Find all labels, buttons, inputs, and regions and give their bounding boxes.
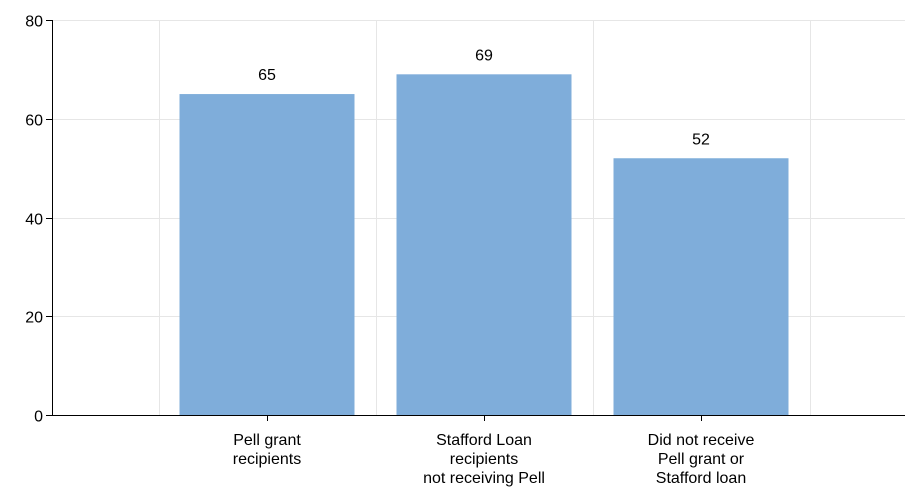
y-tick-label-0: 0 xyxy=(34,409,43,426)
y-tick-label-80: 80 xyxy=(25,14,43,31)
axes xyxy=(46,20,905,421)
data-label-2: 52 xyxy=(692,131,710,148)
category-label-1-line-2: not receiving Pell xyxy=(423,470,545,487)
data-label-0: 65 xyxy=(258,67,276,84)
bar-1 xyxy=(396,74,572,415)
category-label-0-line-0: Pell grant xyxy=(233,432,301,449)
category-label-0: Pell grant recipients xyxy=(233,432,302,468)
y-tick-label-20: 20 xyxy=(25,310,43,327)
category-label-2-line-0: Did not receive xyxy=(648,432,755,449)
category-label-1-line-1: recipients xyxy=(450,451,518,468)
category-label-1: Stafford Loan recipients not receiving Pel… xyxy=(423,432,545,487)
bar-2 xyxy=(613,158,789,415)
y-tick-label-60: 60 xyxy=(25,113,43,130)
labels: 0 20 40 60 80 65 Pell grant recipients 69 Staffor… xyxy=(25,14,754,488)
bars xyxy=(179,74,789,415)
category-label-0-line-1: recipients xyxy=(233,451,301,468)
y-tick-label-40: 40 xyxy=(25,212,43,229)
bar-0 xyxy=(179,94,355,415)
category-label-2-line-2: Stafford loan xyxy=(656,470,746,487)
category-label-1-line-0: Stafford Loan xyxy=(436,432,532,449)
data-label-1: 69 xyxy=(475,47,493,64)
category-label-2-line-1: Pell grant or xyxy=(658,451,745,468)
category-label-2: Did not receive Pell grant or Stafford loa… xyxy=(648,432,755,487)
